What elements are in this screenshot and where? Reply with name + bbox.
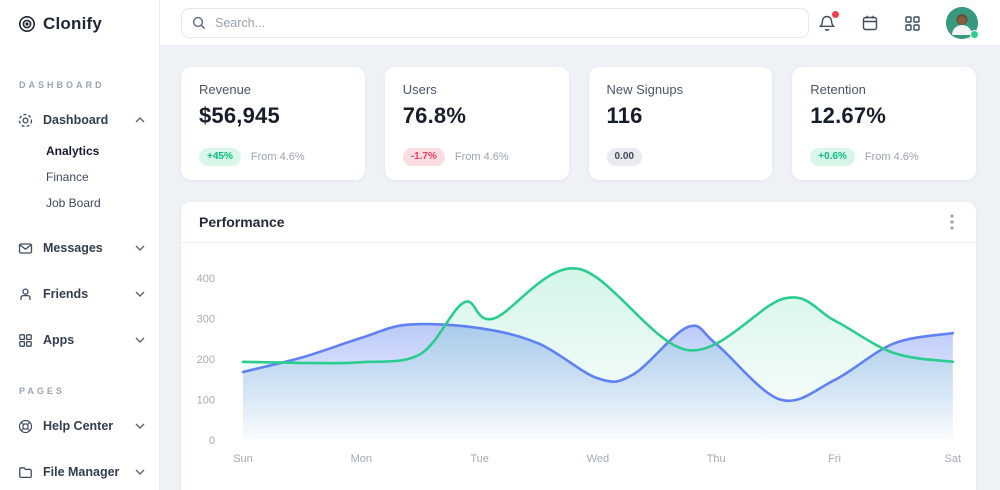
chevron-down-icon: [135, 469, 145, 475]
x-axis-label: Tue: [470, 453, 489, 465]
y-axis-tick-label: 200: [197, 354, 215, 366]
stat-value: 12.67%: [810, 103, 887, 128]
stat-value: 76.8%: [402, 103, 467, 128]
chevron-down-icon: [135, 291, 145, 297]
search-box[interactable]: [181, 8, 809, 38]
x-axis-label: Wed: [587, 453, 609, 465]
header-actions: [818, 0, 979, 46]
stat-title: Users: [402, 82, 437, 97]
sidebar-subitem-job-board[interactable]: Job Board: [46, 196, 101, 210]
grid-icon: [18, 333, 33, 348]
sidebar-item-label: File Manager: [43, 465, 120, 479]
dashboard-submenu: Analytics Finance Job Board: [0, 136, 159, 218]
sidebar-item-messages[interactable]: Messages: [0, 232, 159, 264]
sidebar-item-file-manager[interactable]: File Manager: [0, 456, 159, 488]
chevron-up-icon: [135, 117, 145, 123]
stat-card-users: Users 76.8% -1.7% From 4.6%: [384, 67, 569, 180]
app-title: Clonify: [43, 14, 103, 33]
search-icon: [192, 16, 206, 30]
stat-title: New Signups: [606, 82, 684, 97]
line-series-green: [241, 267, 955, 365]
sidebar-section-dashboard: DASHBOARD: [19, 80, 105, 90]
chart-body: 0 100 200 300 400 Sun Mon Tue Wed Thu Fri Sat: [181, 243, 976, 490]
trend-badge: +0.6%: [810, 148, 855, 166]
stat-subtext: From 4.6%: [454, 151, 509, 163]
line-series-blue: [241, 322, 955, 403]
y-axis-tick-label: 400: [197, 273, 215, 285]
kebab-menu-icon[interactable]: [946, 210, 958, 234]
sidebar-item-apps[interactable]: Apps: [0, 324, 159, 356]
calendar-button[interactable]: [861, 14, 879, 32]
performance-chart: 0 100 200 300 400 Sun Mon Tue Wed Thu Fri Sat: [197, 267, 962, 465]
user-icon: [18, 287, 33, 302]
app-logo[interactable]: Clonify: [0, 0, 159, 34]
search-input[interactable]: [215, 16, 798, 30]
sidebar-section-pages: PAGES: [19, 386, 65, 396]
stat-value: 116: [606, 103, 643, 128]
x-axis-label: Mon: [351, 453, 372, 465]
sidebar-item-friends[interactable]: Friends: [0, 278, 159, 310]
logo-icon: [18, 15, 36, 33]
chart-title: Performance: [199, 214, 285, 230]
sidebar-item-label: Apps: [43, 333, 75, 347]
trend-badge: 0.00: [606, 148, 642, 166]
notification-badge-dot: [832, 10, 839, 18]
folder-icon: [18, 465, 33, 480]
stat-value: $56,945: [199, 103, 280, 128]
trend-badge: -1.7%: [402, 148, 445, 166]
performance-card: Performance 0 100 200 300 400 Sun Mon Tue Wed Thu…: [181, 202, 976, 490]
lifebuoy-icon: [18, 419, 33, 434]
sidebar-item-label: Messages: [43, 241, 103, 255]
stat-cards-row: Revenue $56,945 +45% From 4.6% Users 76.…: [181, 67, 976, 180]
y-axis-tick-label: 0: [209, 435, 215, 447]
notifications-button[interactable]: [818, 10, 839, 33]
online-status-dot: [970, 30, 979, 39]
y-axis-tick-label: 100: [197, 395, 215, 407]
x-axis-label: Sun: [233, 453, 253, 465]
sidebar-subitem-analytics[interactable]: Analytics: [46, 144, 100, 158]
stat-card-revenue: Revenue $56,945 +45% From 4.6%: [181, 67, 365, 180]
stat-title: Retention: [810, 82, 866, 97]
x-axis-label: Sat: [945, 453, 962, 465]
x-axis-label: Thu: [707, 453, 726, 465]
main-content: Revenue $56,945 +45% From 4.6% Users 76.…: [160, 46, 1000, 490]
sidebar: Clonify DASHBOARD Dashboard Analytics Fi…: [0, 0, 160, 490]
trend-badge: +45%: [199, 148, 241, 166]
user-avatar[interactable]: [946, 7, 979, 39]
sidebar-item-label: Friends: [43, 287, 89, 301]
mail-icon: [18, 241, 33, 256]
top-header: [160, 0, 1000, 46]
sidebar-item-label: Help Center: [43, 419, 114, 433]
sidebar-subitem-finance[interactable]: Finance: [46, 170, 89, 184]
chevron-down-icon: [135, 423, 145, 429]
chevron-down-icon: [135, 337, 145, 343]
apps-grid-button[interactable]: [904, 15, 921, 32]
sidebar-item-dashboard[interactable]: Dashboard: [0, 104, 159, 136]
sidebar-item-label: Dashboard: [43, 113, 109, 127]
stat-card-retention: Retention 12.67% +0.6% From 4.6%: [792, 67, 976, 180]
sidebar-item-help-center[interactable]: Help Center: [0, 410, 159, 442]
stat-card-new-signups: New Signups 116 0.00: [588, 67, 773, 180]
stat-subtext: From 4.6%: [250, 151, 305, 163]
disc-icon: [18, 113, 33, 128]
chevron-down-icon: [135, 245, 145, 251]
stat-title: Revenue: [199, 82, 252, 97]
y-axis-tick-label: 300: [197, 314, 215, 326]
stat-subtext: From 4.6%: [864, 151, 919, 163]
x-axis-label: Fri: [828, 453, 841, 465]
